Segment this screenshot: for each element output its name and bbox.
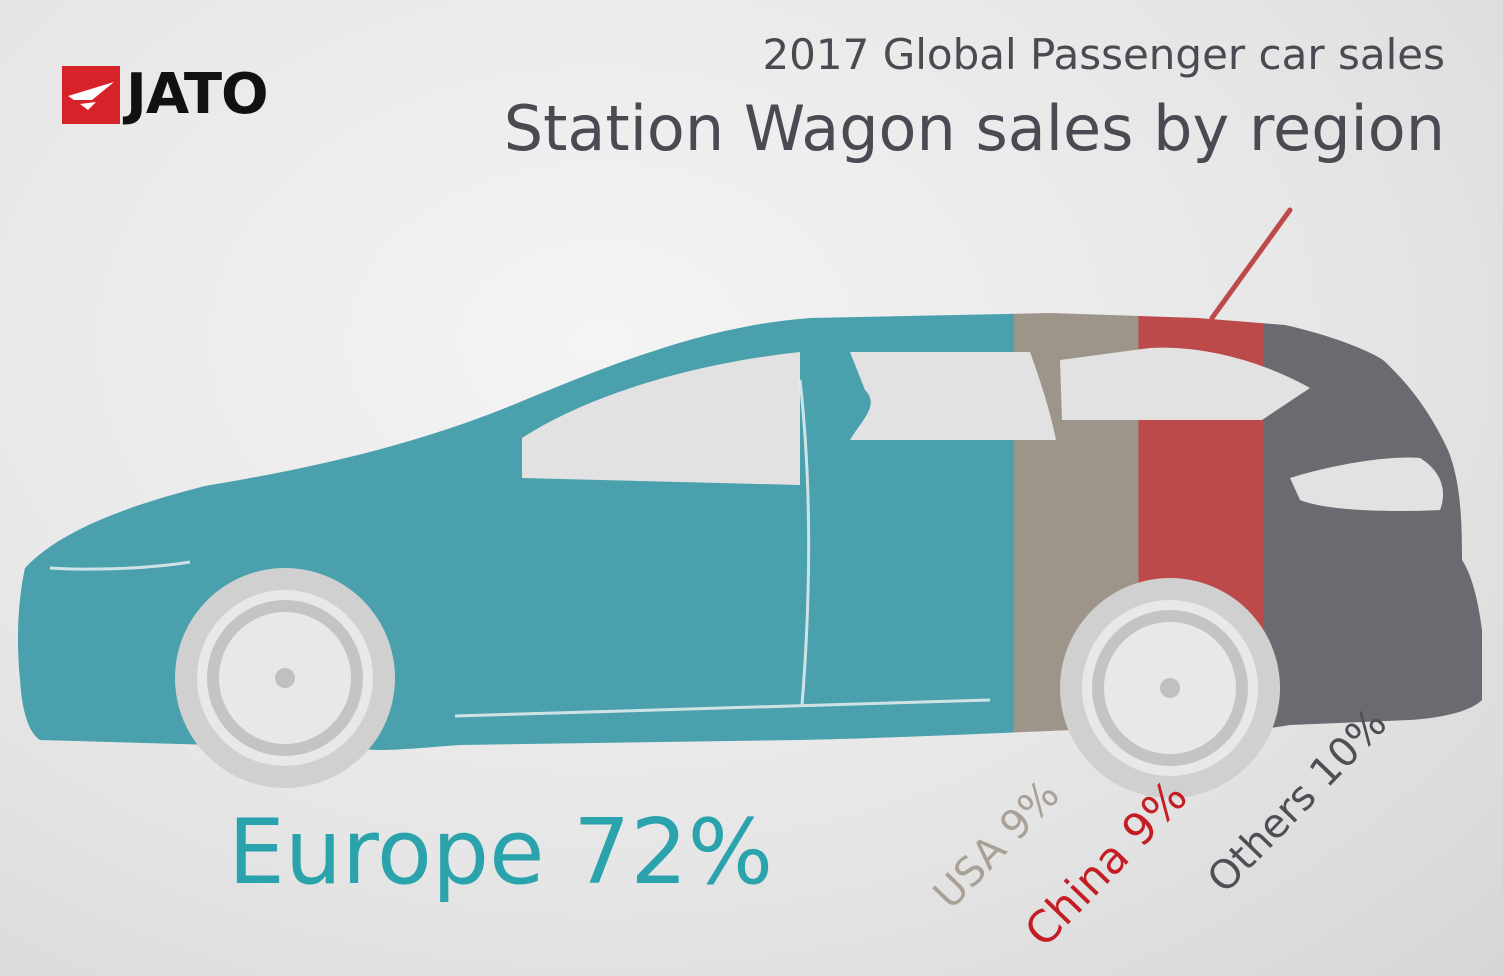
chart-subtitle: 2017 Global Passenger car sales [762,30,1445,79]
body-lines [49,379,991,718]
front-wheel [175,568,395,788]
antenna [1209,207,1293,321]
jato-logo-icon [62,66,120,124]
car-windows [522,347,1444,511]
jato-logo: JATO [62,62,269,127]
logo-text: JATO [126,62,269,127]
chart-title: Station Wagon sales by region [503,92,1445,165]
europe-label: Europe 72% [228,800,774,905]
rear-wheel [1060,578,1280,798]
